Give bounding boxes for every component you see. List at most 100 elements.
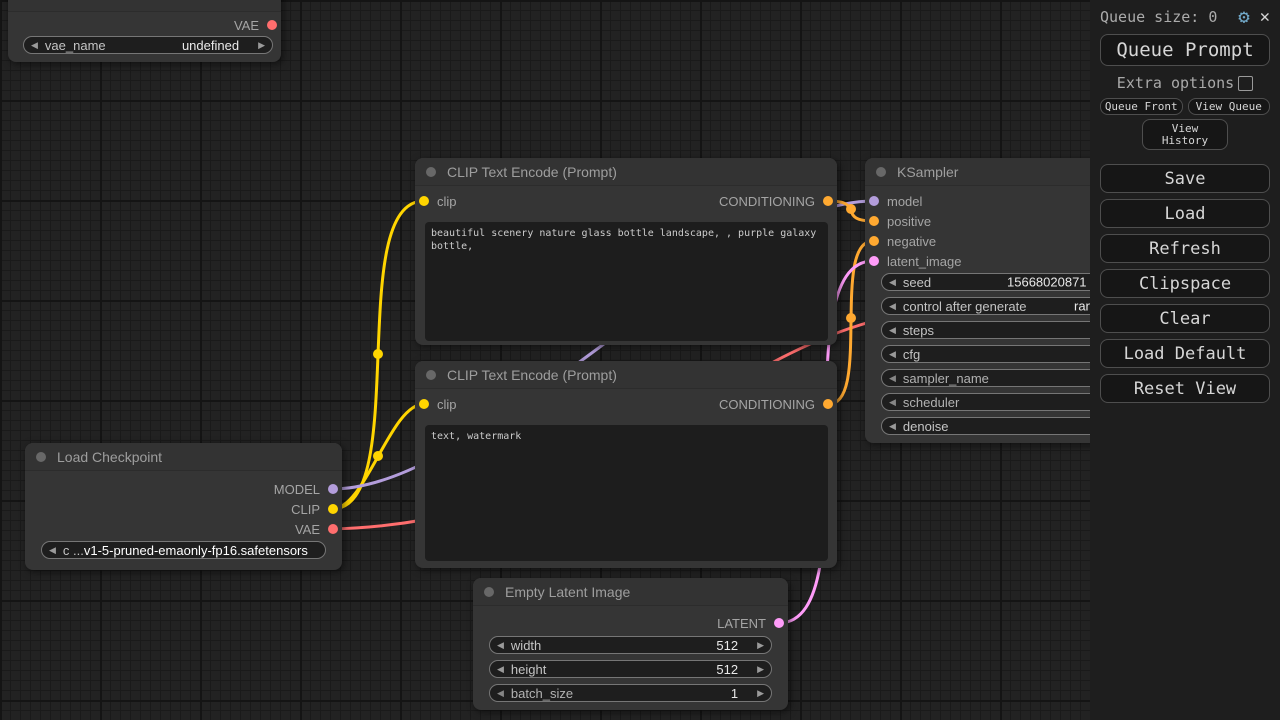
prev-arrow-icon[interactable]: ◀ [497, 688, 504, 698]
queue-front-button[interactable]: Queue Front [1100, 98, 1183, 115]
conditioning-port-dot[interactable] [869, 236, 879, 246]
port-input-clip[interactable]: clip [415, 394, 461, 414]
prev-arrow-icon[interactable]: ◀ [497, 664, 504, 674]
widget-label: c ... [62, 542, 84, 558]
node-title-bar: CLIP Text Encode (Prompt) [415, 158, 837, 186]
latent-port-dot[interactable] [774, 618, 784, 628]
port-label: LATENT [717, 615, 766, 631]
collapse-dot[interactable] [426, 166, 436, 177]
refresh-button[interactable]: Refresh [1100, 234, 1270, 263]
comfy-menu: Queue size: 0 ⚙ ✕ Queue Prompt Extra opt… [1090, 0, 1280, 720]
prev-arrow-icon[interactable]: ◀ [889, 373, 896, 383]
port-output-clip[interactable]: CLIP [287, 499, 342, 519]
height-widget[interactable]: ◀ height 512 ▶ [489, 660, 772, 678]
prev-arrow-icon[interactable]: ◀ [889, 397, 896, 407]
reset-view-button[interactable]: Reset View [1100, 374, 1270, 403]
save-button[interactable]: Save [1100, 164, 1270, 193]
prev-arrow-icon[interactable]: ◀ [889, 325, 896, 335]
port-label: clip [437, 193, 457, 209]
link-dot [373, 451, 383, 461]
next-arrow-icon[interactable]: ▶ [258, 40, 265, 50]
view-history-button[interactable]: View History [1142, 119, 1228, 150]
widget-value: 512 [716, 661, 739, 677]
prev-arrow-icon[interactable]: ◀ [889, 421, 896, 431]
node-load-vae[interactable]: VAE ◀ vae_name undefined ▶ [8, 0, 281, 62]
queue-prompt-button[interactable]: Queue Prompt [1100, 34, 1270, 66]
vae-name-widget[interactable]: ◀ vae_name undefined ▶ [23, 36, 273, 54]
port-output-model[interactable]: MODEL [270, 479, 342, 499]
prev-arrow-icon[interactable]: ◀ [889, 349, 896, 359]
clear-button[interactable]: Clear [1100, 304, 1270, 333]
node-title: CLIP Text Encode (Prompt) [447, 366, 617, 383]
port-input-negative[interactable]: negative [865, 231, 940, 251]
port-output-vae[interactable]: VAE [291, 519, 342, 539]
node-empty-latent-image[interactable]: Empty Latent Image LATENT ◀ width 512 ▶ … [473, 578, 788, 710]
close-icon[interactable]: ✕ [1259, 7, 1270, 27]
port-output-vae[interactable]: VAE [230, 15, 281, 35]
clip-port-dot[interactable] [419, 399, 429, 409]
extra-options-label: Extra options [1116, 74, 1235, 92]
widget-value: 512 [716, 637, 739, 653]
model-port-dot[interactable] [328, 484, 338, 494]
collapse-dot[interactable] [484, 586, 494, 597]
widget-label: denoise [902, 418, 949, 434]
widget-label: height [510, 661, 547, 677]
node-load-checkpoint[interactable]: Load Checkpoint MODEL CLIP VAE ◀ c ... v… [25, 443, 342, 570]
widget-value: 1 [730, 685, 739, 701]
clipspace-button[interactable]: Clipspace [1100, 269, 1270, 298]
link-dot [846, 204, 856, 214]
prompt-textarea[interactable]: beautiful scenery nature glass bottle la… [425, 222, 828, 341]
collapse-dot[interactable] [36, 451, 46, 462]
widget-label: batch_size [510, 685, 574, 701]
port-output-conditioning[interactable]: CONDITIONING [715, 394, 837, 414]
widget-value: undefined [181, 37, 240, 53]
port-output-latent[interactable]: LATENT [713, 613, 788, 633]
port-input-clip[interactable]: clip [415, 191, 461, 211]
widget-value: v1-5-pruned-emaonly-fp16.safetensors [83, 542, 308, 558]
collapse-dot[interactable] [426, 369, 436, 380]
ckpt-name-widget[interactable]: ◀ c ... v1-5-pruned-emaonly-fp16.safeten… [41, 541, 326, 559]
port-input-positive[interactable]: positive [865, 211, 935, 231]
conditioning-port-dot[interactable] [869, 216, 879, 226]
vae-port-dot[interactable] [267, 20, 277, 30]
prev-arrow-icon[interactable]: ◀ [31, 40, 38, 50]
load-button[interactable]: Load [1100, 199, 1270, 228]
view-history-line2: History [1161, 133, 1209, 147]
node-clip-text-encode-positive[interactable]: CLIP Text Encode (Prompt) clip CONDITION… [415, 158, 837, 345]
conditioning-port-dot[interactable] [823, 399, 833, 409]
vae-port-dot[interactable] [328, 524, 338, 534]
latent-port-dot[interactable] [869, 256, 879, 266]
node-clip-text-encode-negative[interactable]: CLIP Text Encode (Prompt) clip CONDITION… [415, 361, 837, 568]
port-label: MODEL [273, 481, 320, 497]
view-history-line1: View [1171, 121, 1199, 135]
prev-arrow-icon[interactable]: ◀ [497, 640, 504, 650]
port-output-conditioning[interactable]: CONDITIONING [715, 191, 837, 211]
width-widget[interactable]: ◀ width 512 ▶ [489, 636, 772, 654]
batch-size-widget[interactable]: ◀ batch_size 1 ▶ [489, 684, 772, 702]
extra-options-row: Extra options [1090, 74, 1280, 92]
prev-arrow-icon[interactable]: ◀ [889, 301, 896, 311]
view-queue-button[interactable]: View Queue [1187, 98, 1270, 115]
collapse-dot[interactable] [876, 166, 886, 177]
next-arrow-icon[interactable]: ▶ [757, 640, 764, 650]
prompt-textarea[interactable]: text, watermark [425, 425, 828, 561]
port-label: negative [887, 233, 937, 249]
settings-gear-icon[interactable]: ⚙ [1238, 6, 1250, 28]
model-port-dot[interactable] [869, 196, 879, 206]
extra-options-checkbox[interactable] [1238, 75, 1254, 91]
link-dot [373, 349, 383, 359]
load-default-button[interactable]: Load Default [1100, 339, 1270, 368]
node-title: CLIP Text Encode (Prompt) [447, 163, 617, 180]
prev-arrow-icon[interactable]: ◀ [889, 277, 896, 287]
clip-port-dot[interactable] [419, 196, 429, 206]
port-input-latent-image[interactable]: latent_image [865, 251, 965, 271]
next-arrow-icon[interactable]: ▶ [320, 542, 325, 558]
next-arrow-icon[interactable]: ▶ [757, 688, 764, 698]
port-input-model[interactable]: model [865, 191, 926, 211]
conditioning-port-dot[interactable] [823, 196, 833, 206]
clip-port-dot[interactable] [328, 504, 338, 514]
prev-arrow-icon[interactable]: ◀ [49, 545, 56, 555]
wire-clip-to-negative-encode [330, 402, 426, 511]
next-arrow-icon[interactable]: ▶ [757, 664, 764, 674]
